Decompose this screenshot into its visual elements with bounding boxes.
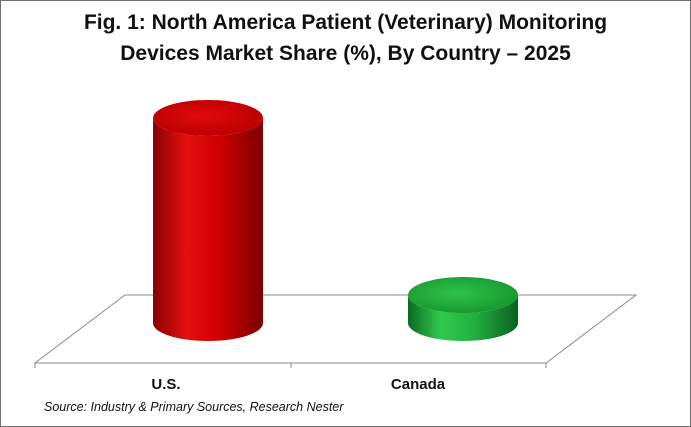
bar-top [153,99,263,136]
x-tick-label-us: U.S. [151,376,180,393]
bar-canada [408,277,518,341]
bars-layer [153,99,518,341]
bar-body [153,117,263,341]
chart-title-line-1: Fig. 1: North America Patient (Veterinar… [83,11,608,34]
x-tick-label-canada: Canada [391,376,446,393]
chart-floor [33,294,638,364]
bar-top [408,277,518,314]
chart-title-line-2: Devices Market Share (%), By Country – 2… [120,42,571,65]
source-note: Source: Industry & Primary Sources, Rese… [44,400,344,414]
chart-title: Fig. 1: North America Patient (Veterinar… [1,7,690,69]
bar-body [408,295,518,341]
bar-us [153,99,263,341]
